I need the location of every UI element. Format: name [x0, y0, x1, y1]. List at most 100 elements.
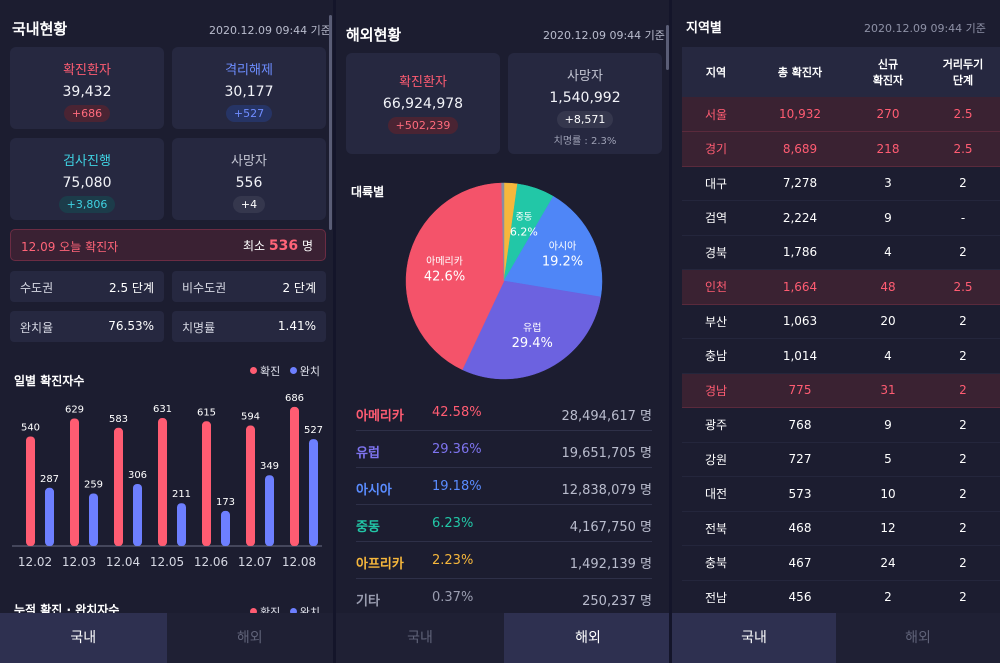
table-row[interactable]: 전북 468 12 2 — [682, 511, 1000, 546]
table-row[interactable]: 전남 456 2 2 — [682, 580, 1000, 615]
pie-label-pct: 6.2% — [510, 226, 538, 239]
domestic-panel: 국내현황 2020.12.09 09:44 기준 확진환자 39,432 +68… — [0, 0, 333, 663]
cell-total: 468 — [750, 511, 850, 546]
cell-name: 대전 — [682, 476, 750, 512]
continent-row[interactable]: 기타 0.37% 250,237 명 — [356, 580, 652, 616]
card-value: 1,540,992 — [549, 90, 621, 106]
card-label: 검사진행 — [63, 154, 111, 169]
table-row[interactable]: 충남 1,014 4 2 — [682, 338, 1000, 374]
continent-name: 유럽 — [356, 446, 380, 461]
bar-recovered — [265, 475, 274, 546]
cell-new: 10 — [850, 476, 926, 512]
bar-confirmed — [290, 406, 299, 546]
cell-new: 9 — [850, 200, 926, 236]
table-row[interactable]: 경기 8,689 218 2.5 — [682, 131, 1000, 167]
continent-name: 기타 — [356, 594, 380, 609]
bar-value-label: 594 — [241, 412, 260, 423]
scrollbar-thumb[interactable] — [329, 15, 332, 230]
x-tick-label: 12.03 — [62, 555, 96, 569]
cell-level: 2 — [926, 235, 1000, 270]
tab-overseas[interactable]: 해외 — [836, 613, 1000, 663]
released-card[interactable]: 격리해제 30,177 +527 — [172, 47, 326, 129]
continent-row[interactable]: 유럽 29.36% 19,651,705 명 — [356, 432, 652, 468]
global-deaths-card[interactable]: 사망자 1,540,992 +8,571 치명률 : 2.3% — [508, 53, 662, 154]
cell-total: 8,689 — [750, 131, 850, 167]
tab-bar: 국내 해외 — [336, 613, 672, 663]
card-delta-badge: +8,571 — [556, 111, 614, 128]
testing-card[interactable]: 검사진행 75,080 +3,806 — [10, 138, 164, 220]
cell-name: 전북 — [682, 511, 750, 546]
tab-domestic[interactable]: 국내 — [0, 613, 167, 663]
table-row[interactable]: 광주 768 9 2 — [682, 407, 1000, 443]
table-row[interactable]: 강원 727 5 2 — [682, 442, 1000, 477]
cell-new: 218 — [850, 131, 926, 167]
table-row[interactable]: 충북 467 24 2 — [682, 545, 1000, 581]
cell-total: 727 — [750, 442, 850, 477]
card-value: 39,432 — [62, 84, 112, 100]
bar-value-label: 583 — [109, 414, 128, 425]
bar-value-label: 349 — [260, 461, 279, 472]
cell-level: 2 — [926, 338, 1000, 374]
bar-value-label: 527 — [304, 425, 323, 436]
tab-overseas[interactable]: 해외 — [166, 613, 333, 663]
cell-name: 인천 — [682, 269, 750, 305]
table-row[interactable]: 부산 1,063 20 2 — [682, 304, 1000, 339]
continent-count: 250,237 명 — [582, 594, 652, 609]
cell-name: 경북 — [682, 235, 750, 270]
tab-overseas[interactable]: 해외 — [504, 613, 672, 663]
stat-key: 비수도권 — [182, 281, 227, 295]
pie-slice — [461, 280, 601, 380]
cell-name: 경기 — [682, 131, 750, 167]
bar-recovered — [309, 439, 318, 546]
card-label: 사망자 — [567, 69, 603, 84]
continent-count: 28,494,617 명 — [561, 409, 652, 424]
table-row[interactable]: 인천 1,664 48 2.5 — [682, 269, 1000, 305]
stat-value: 2.5 단계 — [109, 281, 154, 295]
tab-domestic[interactable]: 국내 — [336, 613, 504, 663]
continent-pct: 6.23% — [432, 516, 474, 531]
continent-count: 12,838,079 명 — [561, 483, 652, 498]
daily-chart-title: 일별 확진자수 — [14, 374, 85, 388]
bar-recovered — [177, 503, 186, 546]
cell-new: 3 — [850, 166, 926, 201]
deaths-card[interactable]: 사망자 556 +4 — [172, 138, 326, 220]
panel-divider — [669, 0, 672, 663]
update-date: 2020.12.09 09:44 기준 — [209, 24, 331, 37]
header-region: 지역 — [682, 47, 750, 97]
continent-pct: 2.23% — [432, 553, 474, 568]
today-confirmed-banner: 12.09 오늘 확진자 최소 536 명 — [10, 229, 326, 261]
legend-dot-confirmed — [250, 608, 257, 615]
continent-row[interactable]: 중동 6.23% 4,167,750 명 — [356, 506, 652, 542]
pie-label-name: 중동 — [516, 212, 533, 223]
cell-level: 2 — [926, 442, 1000, 477]
page-title: 지역별 — [686, 21, 722, 36]
legend-confirmed: 확진 — [260, 365, 281, 378]
bar-value-label: 631 — [153, 404, 172, 415]
continent-row[interactable]: 아메리카 42.58% 28,494,617 명 — [356, 395, 652, 431]
legend-dot-recovered — [289, 608, 297, 615]
cell-name: 서울 — [682, 97, 750, 132]
stat-key: 수도권 — [20, 281, 54, 295]
continent-row[interactable]: 아시아 19.18% 12,838,079 명 — [356, 469, 652, 505]
table-row[interactable]: 서울 10,932 270 2.5 — [682, 97, 1000, 132]
table-row[interactable]: 검역 2,224 9- — [682, 200, 1000, 236]
bar-confirmed — [114, 427, 123, 546]
card-label: 확진환자 — [399, 75, 447, 90]
cell-total: 1,786 — [750, 235, 850, 270]
cell-new: 48 — [850, 269, 926, 305]
cell-name: 부산 — [682, 304, 750, 339]
cell-new: 12 — [850, 511, 926, 546]
table-row[interactable]: 대구 7,278 3 2 — [682, 166, 1000, 201]
cell-level: - — [926, 200, 1000, 236]
cell-level: 2.5 — [926, 131, 1000, 167]
table-row[interactable]: 경북 1,786 4 2 — [682, 235, 1000, 270]
continent-row[interactable]: 아프리카 2.23% 1,492,139 명 — [356, 543, 652, 579]
confirmed-card[interactable]: 확진환자 39,432 +686 — [10, 47, 164, 129]
page-title: 국내현황 — [12, 20, 68, 38]
tab-domestic[interactable]: 국내 — [672, 613, 836, 663]
scrollbar-thumb[interactable] — [666, 25, 669, 70]
x-tick-label: 12.06 — [194, 555, 228, 569]
global-confirmed-card[interactable]: 확진환자 66,924,978 +502,239 — [346, 53, 500, 154]
table-row[interactable]: 대전 573 10 2 — [682, 476, 1000, 512]
table-row[interactable]: 경남 775 31 2 — [682, 373, 1000, 408]
